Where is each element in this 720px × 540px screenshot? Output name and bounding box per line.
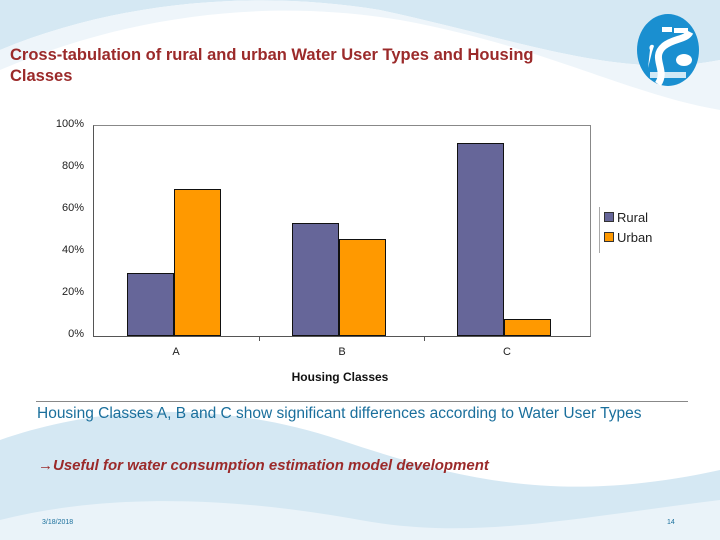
- legend-item-urban: Urban: [604, 227, 652, 247]
- right-arrow-icon: →: [38, 457, 53, 474]
- bar-urban-b: [339, 239, 386, 336]
- river-heron-logo-icon: [637, 14, 699, 87]
- y-tick-label: 80%: [61, 160, 84, 172]
- x-category-label: A: [172, 346, 180, 358]
- conclusion-text: →Useful for water consumption estimation…: [38, 457, 678, 474]
- chart-legend: Rural Urban: [599, 207, 652, 253]
- slide-title: Cross-tabulation of rural and urban Wate…: [10, 46, 534, 85]
- footer-date: 3/18/2018: [42, 519, 74, 526]
- bar-chart: 100% 80% 60% 40% 20% 0% A B C Housing Cl…: [55, 118, 653, 384]
- divider-line: [36, 401, 688, 402]
- x-tick-mark: [424, 336, 425, 341]
- bar-urban-c: [504, 319, 551, 336]
- legend-swatch-rural: [604, 212, 614, 222]
- y-tick-label: 20%: [61, 286, 84, 298]
- y-tick-label: 60%: [61, 202, 84, 214]
- y-tick-label: 0%: [68, 328, 84, 340]
- x-axis-title: Housing Classes: [291, 370, 389, 384]
- y-tick-label: 100%: [55, 118, 84, 130]
- bar-rural-a: [127, 273, 174, 336]
- bar-rural-b: [292, 222, 339, 336]
- conclusion-label: Useful for water consumption estimation …: [53, 457, 489, 474]
- x-category-label: C: [503, 346, 511, 358]
- summary-text: Housing Classes A, B and C show signific…: [37, 405, 642, 422]
- x-category-label: B: [338, 346, 346, 358]
- bar-rural-c: [457, 142, 504, 336]
- legend-swatch-urban: [604, 232, 614, 242]
- legend-item-rural: Rural: [604, 207, 652, 227]
- y-tick-label: 40%: [61, 244, 84, 256]
- legend-label: Rural: [617, 209, 649, 225]
- x-tick-mark: [259, 336, 260, 341]
- plot-area: [93, 125, 591, 341]
- page-number: 14: [667, 519, 675, 526]
- legend-label: Urban: [617, 229, 653, 245]
- bar-urban-a: [174, 189, 221, 336]
